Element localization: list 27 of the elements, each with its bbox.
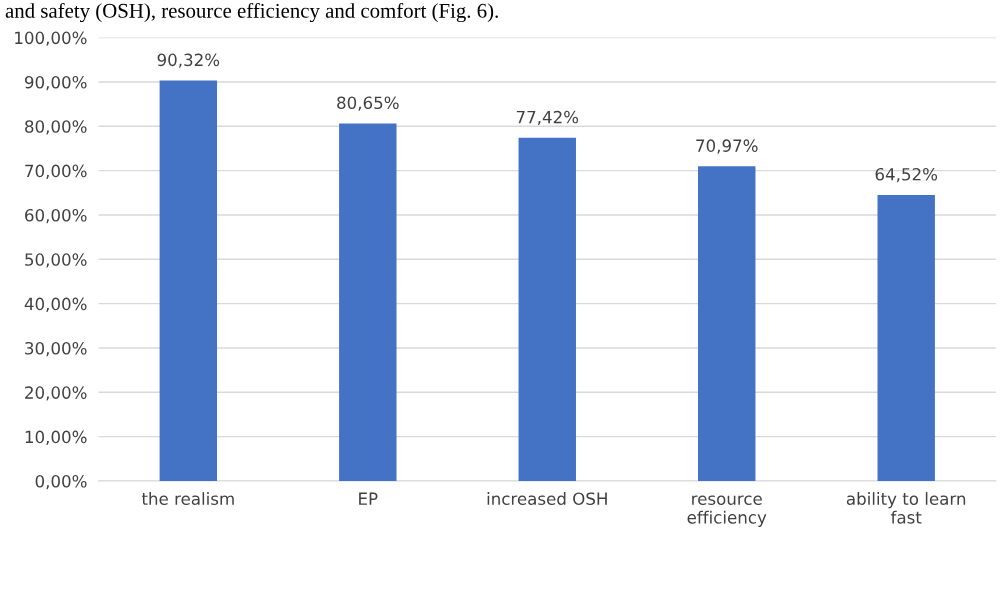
y-tick-label: 90,00%: [24, 75, 87, 91]
x-tick-label: increased OSH: [487, 492, 607, 506]
y-tick-label: 80,00%: [25, 120, 87, 135]
x-tick-label: ability to learn fast: [846, 492, 966, 524]
bar: [339, 123, 397, 481]
x-tick-label: resource efficiency: [687, 495, 767, 527]
y-tick-label: 100,00%: [15, 31, 87, 46]
x-tick-label: EP: [359, 492, 378, 505]
bar: [518, 137, 576, 481]
text: and safety (OSH), resource efficiency and comfort (Fig. 6).: [5, 2, 498, 23]
y-tick-label: 0,00%: [35, 474, 87, 490]
y-tick-label: 50,00%: [25, 253, 87, 268]
data-label: 70,97%: [696, 139, 758, 154]
y-tick-label: 60,00%: [25, 208, 87, 224]
bar: [159, 80, 218, 481]
y-tick-label: 30,00%: [25, 341, 87, 357]
y-tick-label: 70,00%: [25, 164, 87, 179]
x-tick-label: the realism: [141, 492, 234, 506]
bar: [698, 166, 756, 481]
bar: [877, 194, 935, 481]
data-label: 80,65%: [337, 96, 399, 111]
y-tick-label: 20,00%: [25, 386, 87, 401]
y-tick-label: 40,00%: [24, 297, 87, 312]
data-label: 64,52%: [875, 167, 938, 183]
data-label: 77,42%: [516, 110, 579, 126]
y-tick-label: 10,00%: [25, 430, 87, 445]
data-label: 90,32%: [157, 53, 220, 68]
